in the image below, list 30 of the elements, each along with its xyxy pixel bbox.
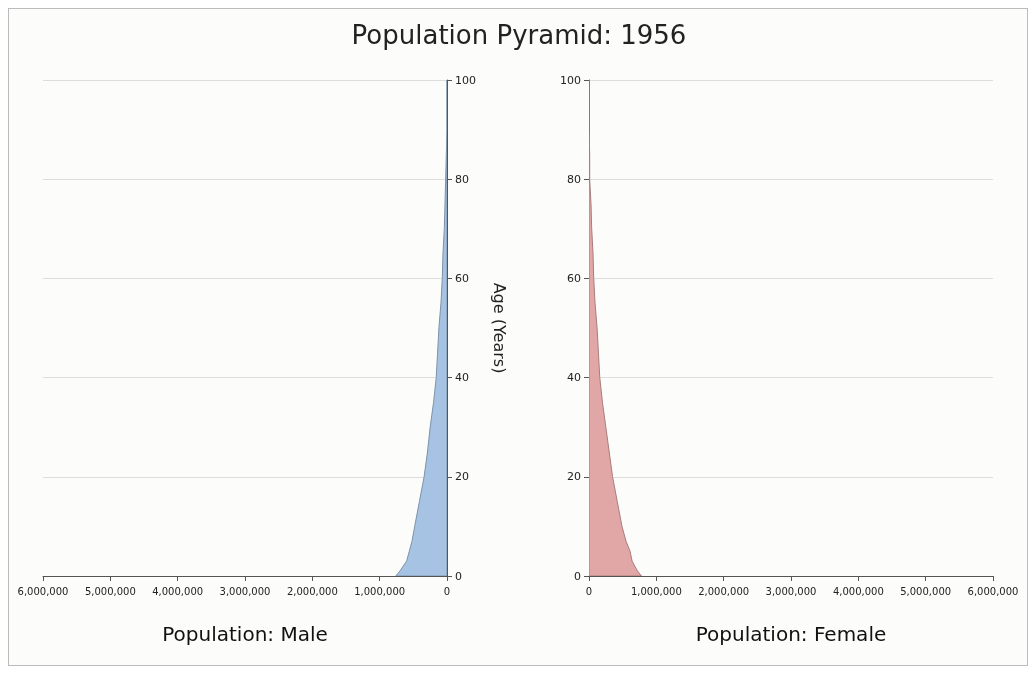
x-tick-label: 1,000,000 [630,585,682,597]
y-tick-label: 80 [567,172,581,186]
text: Population Pyramid: 1956 [351,20,687,50]
y-tick-label: 20 [455,470,469,484]
y-tick-label: 60 [455,271,469,285]
x-tick-label: 5,000,000 [900,585,952,597]
x-axis-title: Population: Female [695,622,887,646]
y-tick-label: 100 [455,73,476,87]
y-tick-label: 0 [574,569,581,583]
x-tick-label: 0 [585,585,593,597]
x-axis-title: Population: Male [162,622,328,646]
y-tick-label: 60 [567,271,581,285]
x-tick-label: 2,000,000 [698,585,750,597]
x-tick-label: 6,000,000 [967,585,1019,597]
y-tick-label: 80 [455,172,469,186]
x-tick-label: 0 [443,585,451,597]
x-tick-label: 2,000,000 [286,585,338,597]
y-axis-title: Age (Years) [489,282,509,374]
x-tick-label: 6,000,000 [17,585,69,597]
y-tick-label: 40 [455,371,469,385]
y-tick-label: 0 [455,569,462,583]
y-tick-label: 20 [567,470,581,484]
x-tick-label: 4,000,000 [832,585,884,597]
x-tick-label: 5,000,000 [84,585,136,597]
x-tick-label: 4,000,000 [152,585,204,597]
x-tick-label: 3,000,000 [765,585,817,597]
y-tick-label: 100 [560,73,581,87]
x-tick-label: 3,000,000 [219,585,271,597]
y-tick-label: 40 [567,371,581,385]
x-tick-label: 1,000,000 [354,585,406,597]
